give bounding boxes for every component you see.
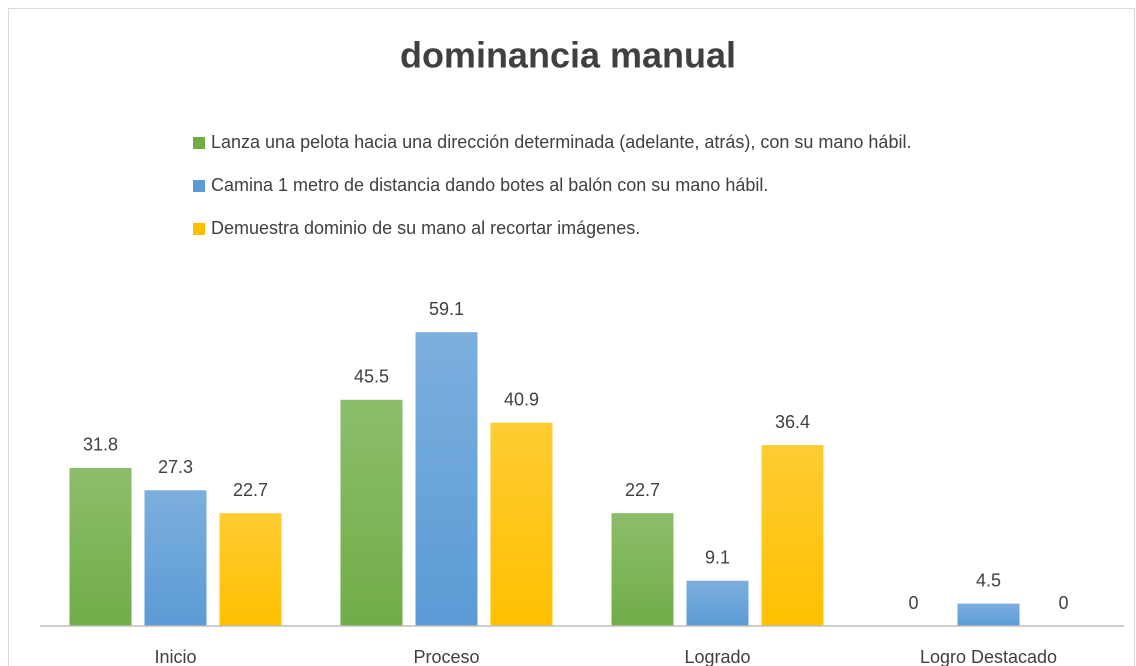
legend-swatch: [193, 180, 205, 192]
bar: [686, 580, 749, 626]
data-label: 0: [908, 593, 918, 613]
bar: [69, 467, 132, 626]
data-label: 40.9: [504, 389, 539, 409]
data-label: 27.3: [158, 457, 193, 477]
bar: [415, 332, 478, 626]
bar: [957, 603, 1020, 626]
legend-label: Camina 1 metro de distancia dando botes …: [211, 175, 768, 195]
bar: [761, 445, 824, 626]
legend-label: Demuestra dominio de su mano al recortar…: [211, 218, 640, 238]
data-label: 9.1: [705, 548, 730, 568]
data-label: 4.5: [976, 570, 1001, 590]
chart-title: dominancia manual: [400, 35, 736, 76]
bar: [144, 490, 207, 626]
legend-label: Lanza una pelota hacia una dirección det…: [211, 132, 911, 152]
legend-swatch: [193, 223, 205, 235]
data-label: 22.7: [233, 480, 268, 500]
legend-swatch: [193, 137, 205, 149]
bar: [611, 513, 674, 626]
data-label: 45.5: [354, 367, 389, 387]
data-label: 22.7: [625, 480, 660, 500]
x-tick-label: Logro Destacado: [920, 647, 1057, 666]
x-tick-label: Proceso: [413, 647, 479, 666]
chart-border: [8, 8, 1135, 666]
data-label: 31.8: [83, 435, 118, 455]
x-tick-label: Inicio: [154, 647, 196, 666]
bar: [490, 422, 553, 626]
data-label: 59.1: [429, 299, 464, 319]
data-label: 36.4: [775, 412, 810, 432]
data-label: 0: [1058, 593, 1068, 613]
x-tick-label: Logrado: [684, 647, 750, 666]
bar: [340, 399, 403, 626]
bar: [219, 513, 282, 626]
